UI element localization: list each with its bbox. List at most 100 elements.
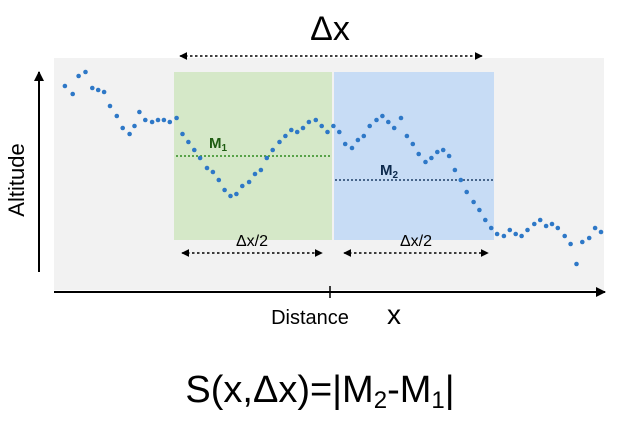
altitude-point (549, 221, 555, 227)
altitude-point (416, 151, 422, 157)
altitude-point (90, 85, 95, 91)
altitude-point (62, 83, 68, 89)
altitude-point (294, 129, 300, 135)
altitude-point (386, 119, 391, 125)
altitude-point (95, 87, 101, 93)
altitude-point (306, 119, 312, 125)
altitude-point (192, 147, 197, 153)
x-marker-label: x (387, 299, 401, 330)
half-left-label: Δx/2 (236, 233, 268, 250)
altitude-point (483, 217, 488, 223)
altitude-point (537, 217, 543, 223)
altitude-point (161, 117, 167, 123)
altitude-point (101, 89, 107, 95)
right-window (334, 72, 494, 240)
formula-part2: -M (387, 369, 431, 411)
altitude-point (452, 167, 458, 173)
altitude-point (349, 145, 355, 151)
altitude-point (70, 91, 75, 97)
altitude-point (410, 141, 416, 147)
altitude-point (380, 113, 385, 119)
formula: S(x,Δx)=|M2-M1| (185, 369, 454, 414)
altitude-point (580, 239, 585, 245)
altitude-point (355, 137, 361, 143)
altitude-point (127, 131, 132, 137)
m2-label-sub: 2 (393, 170, 399, 181)
altitude-point (562, 233, 567, 239)
altitude-point (283, 133, 288, 139)
altitude-point (258, 167, 264, 173)
altitude-point (342, 141, 348, 147)
altitude-point (277, 139, 282, 145)
altitude-point (186, 139, 191, 145)
altitude-point (222, 187, 227, 193)
altitude-point (174, 115, 179, 121)
altitude-point (435, 149, 440, 155)
altitude-point (429, 155, 434, 161)
altitude-point (586, 235, 592, 241)
altitude-point (143, 117, 148, 123)
altitude-point (337, 129, 342, 135)
m2-label-base: M (380, 162, 393, 179)
altitude-point (132, 123, 137, 129)
altitude-point (155, 117, 161, 123)
altitude-point (83, 69, 88, 75)
formula-sub1: 2 (374, 387, 387, 414)
altitude-point (568, 241, 573, 247)
altitude-point (471, 199, 476, 205)
altitude-point (398, 115, 404, 121)
altitude-point (574, 261, 579, 267)
altitude-point (240, 183, 245, 189)
altitude-point (440, 147, 446, 153)
altitude-point (289, 127, 294, 133)
altitude-point (167, 119, 173, 125)
altitude-point (458, 177, 464, 183)
altitude-point (488, 225, 494, 231)
altitude-point (210, 169, 216, 175)
altitude-point (325, 129, 330, 135)
m1-label-base: M (209, 135, 222, 152)
altitude-point (331, 123, 336, 129)
altitude-point (404, 133, 410, 139)
altitude-point (149, 119, 155, 125)
altitude-point (446, 153, 452, 159)
altitude-point (319, 123, 325, 129)
altitude-point (228, 193, 233, 199)
altitude-point (507, 227, 513, 233)
altitude-point (252, 171, 258, 177)
altitude-point (246, 179, 252, 185)
y-axis-label: Altitude (4, 143, 29, 216)
altitude-point (391, 125, 397, 131)
altitude-point (216, 177, 222, 183)
formula-part1: S(x,Δx)=|M (185, 369, 373, 411)
altitude-point (234, 191, 239, 197)
altitude-point (501, 233, 507, 239)
altitude-point (374, 117, 379, 123)
altitude-point (367, 123, 373, 129)
formula-part3: | (445, 369, 455, 411)
delta-x-title: Δx (310, 10, 350, 48)
altitude-point (598, 229, 604, 235)
half-right-label: Δx/2 (400, 233, 432, 250)
altitude-point (477, 207, 482, 213)
altitude-point (204, 165, 210, 171)
formula-sub2: 1 (431, 387, 444, 414)
altitude-point (76, 73, 81, 79)
altitude-point (532, 221, 537, 227)
altitude-point (555, 225, 561, 231)
altitude-point (313, 117, 319, 123)
altitude-point (361, 133, 367, 139)
altitude-point (519, 233, 524, 239)
m2-label: M2 (380, 162, 399, 181)
altitude-point (114, 113, 120, 119)
altitude-point (120, 125, 125, 131)
altitude-point (197, 155, 203, 161)
altitude-point (180, 131, 185, 137)
altitude-point (592, 225, 598, 231)
altitude-point (264, 155, 270, 161)
m1-label-sub: 1 (222, 143, 228, 154)
altitude-point (423, 159, 428, 165)
altitude-point (525, 227, 530, 233)
m1-label: M1 (209, 135, 228, 154)
